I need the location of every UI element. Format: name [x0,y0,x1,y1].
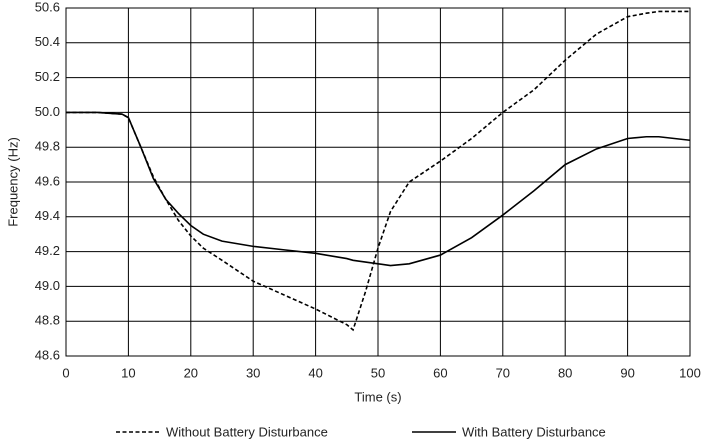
y-tick-label: 48.6 [35,347,60,362]
y-tick-label: 50.4 [35,34,60,49]
line [66,111,691,267]
y-tick-label: 49.2 [35,243,60,258]
x-tick-label: 80 [558,365,572,380]
x-tick-label: 60 [433,365,447,380]
x-axis-label: Time (s) [354,389,401,404]
x-tick-label: 10 [121,365,135,380]
legend-label: Without Battery Disturbance [166,424,328,439]
plot-border [65,7,691,357]
x-tick-label: 30 [246,365,260,380]
line [66,10,690,332]
x-tick-label: 70 [496,365,510,380]
y-tick-label: 50.2 [35,69,60,84]
x-tick-label: 20 [184,365,198,380]
x-tick-label: 40 [308,365,322,380]
y-tick-label: 50.6 [35,0,60,14]
y-tick-label: 49.0 [35,278,60,293]
y-tick-label: 50.0 [35,104,60,119]
legend-label: With Battery Disturbance [462,424,606,439]
x-tick-label: 90 [620,365,634,380]
y-tick-label: 48.8 [35,313,60,328]
x-tick-label: 50 [371,365,385,380]
y-tick-label: 49.4 [35,208,60,223]
y-axis-label: Frequency (Hz) [5,137,20,227]
y-tick-label: 49.8 [35,139,60,154]
x-tick-label: 0 [62,365,69,380]
x-tick-label: 100 [679,365,701,380]
y-tick-label: 49.6 [35,173,60,188]
